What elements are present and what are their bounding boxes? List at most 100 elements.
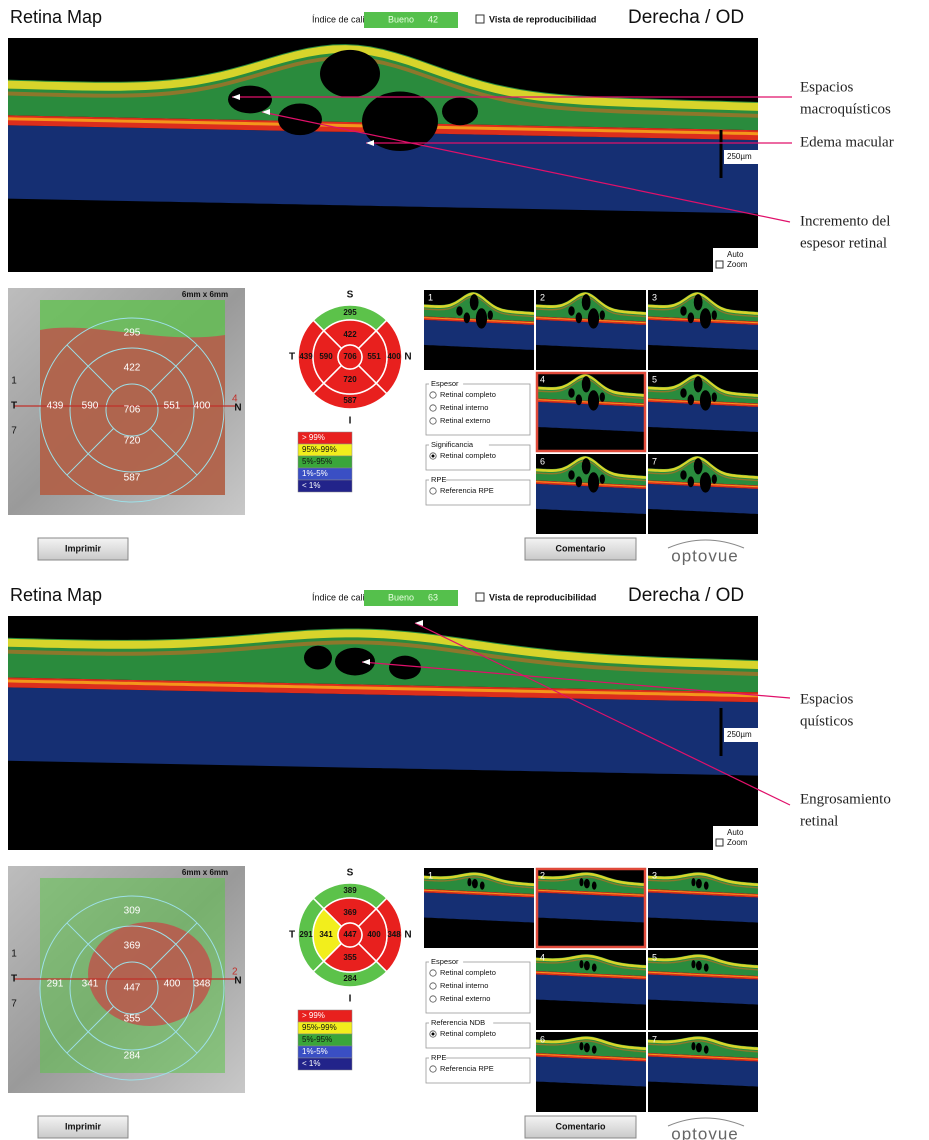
oct-thumbnail[interactable]: 4: [536, 372, 646, 452]
radio-button[interactable]: [430, 418, 436, 424]
fundus-thickness: 348: [194, 979, 211, 990]
annotation-text: quísticos: [800, 713, 853, 729]
button-label: Comentario: [555, 1121, 606, 1131]
radio-button[interactable]: [430, 1066, 436, 1072]
fundus-thickness: 295: [124, 328, 141, 339]
oct-thumbnail[interactable]: 3: [648, 868, 758, 948]
oct-choroid: [648, 892, 758, 922]
oct-thumbnail[interactable]: 1: [424, 290, 534, 370]
annotation-text: espesor retinal: [800, 235, 887, 251]
auto-zoom-label: Zoom: [727, 838, 748, 847]
thumbnail-number: 5: [652, 952, 657, 962]
oct-choroid: [648, 1056, 758, 1086]
radio-button[interactable]: [430, 392, 436, 398]
reproducibility-checkbox[interactable]: [476, 593, 484, 601]
oct-cyst: [680, 470, 686, 479]
fundus-thickness: 355: [124, 1014, 141, 1025]
oct-thumbnail[interactable]: 6: [536, 454, 646, 534]
thumbnail-number: 4: [540, 952, 545, 962]
oct-thumbnail[interactable]: 2: [536, 290, 646, 370]
oct-cyst: [582, 294, 591, 310]
oct-thumbnail[interactable]: 4: [536, 950, 646, 1030]
legend-label: > 99%: [302, 1011, 325, 1020]
oct-thumbnail[interactable]: 5: [648, 372, 758, 452]
radio-button[interactable]: [430, 488, 436, 494]
oct-cyst: [464, 312, 470, 323]
thumbnail-number: 7: [652, 1034, 657, 1044]
oct-cyst: [576, 394, 582, 405]
oct-cyst: [691, 878, 695, 886]
scale-label: 250µm: [727, 730, 752, 739]
radio-button[interactable]: [430, 970, 436, 976]
fundus-thickness: 587: [124, 473, 141, 484]
oct-cyst: [228, 86, 272, 114]
oct-cyst: [704, 1046, 709, 1054]
fundus-overlay-red: [88, 922, 212, 1026]
radio-label: Retinal completo: [440, 968, 496, 977]
sector-thickness: 355: [343, 953, 357, 962]
oct-cyst: [579, 1042, 583, 1050]
screen: Retina MapÍndice de calidadBueno42Vista …: [0, 0, 929, 1140]
oct-cyst: [592, 964, 597, 972]
auto-zoom-label: Zoom: [727, 260, 748, 269]
sector-thickness: 590: [319, 352, 333, 361]
oct-thumbnail[interactable]: 1: [424, 868, 534, 948]
fundus-thickness: 309: [124, 906, 141, 917]
radio-label: Referencia RPE: [440, 486, 494, 495]
radio-label: Retinal completo: [440, 451, 496, 460]
fundus-side-label: T: [11, 401, 17, 412]
oct-cyst: [584, 1043, 590, 1052]
scale-label: 250µm: [727, 152, 752, 161]
oct-cyst: [584, 879, 590, 888]
oct-cyst: [588, 472, 599, 492]
fundus-thickness: 551: [164, 401, 181, 412]
legend-label: < 1%: [302, 481, 320, 490]
fundus-thickness: 439: [47, 401, 64, 412]
oct-cyst: [588, 390, 599, 410]
legend-label: > 99%: [302, 433, 325, 442]
oct-choroid: [8, 687, 758, 775]
oct-choroid: [648, 974, 758, 1004]
radio-label: Retinal externo: [440, 994, 490, 1003]
oct-thumbnail[interactable]: 3: [648, 290, 758, 370]
radio-label: Retinal interno: [440, 403, 488, 412]
sector-thickness: 348: [387, 930, 401, 939]
oct-cyst: [700, 308, 711, 328]
oct-cyst: [712, 474, 717, 483]
oct-thumbnail[interactable]: 5: [648, 950, 758, 1030]
auto-zoom-label: Auto: [727, 828, 744, 837]
thumbnail-number: 1: [428, 292, 433, 302]
oct-cyst: [568, 470, 574, 479]
panel-title: Retina Map: [10, 585, 102, 605]
sector-thickness: 400: [367, 930, 381, 939]
quality-text: Bueno: [388, 592, 414, 602]
auto-zoom-checkbox[interactable]: [716, 839, 723, 846]
reproducibility-checkbox[interactable]: [476, 15, 484, 23]
oct-cyst: [584, 961, 590, 970]
fundus-thickness: 341: [82, 979, 99, 990]
thumbnail-number: 1: [428, 870, 433, 880]
eye-label: Derecha / OD: [628, 585, 744, 606]
oct-cyst: [320, 50, 380, 98]
sector-thickness: 587: [343, 396, 357, 405]
oct-thumbnail[interactable]: 6: [536, 1032, 646, 1112]
radio-dot: [432, 1033, 435, 1036]
oct-cyst: [389, 656, 421, 680]
oct-thumbnail[interactable]: 7: [648, 1032, 758, 1112]
sector-label: I: [349, 994, 352, 1005]
radio-button[interactable]: [430, 996, 436, 1002]
thumbnail-number: 4: [540, 374, 545, 384]
radio-button[interactable]: [430, 405, 436, 411]
oct-cyst: [694, 458, 703, 474]
fundus-side-label: T: [11, 974, 17, 985]
radio-label: Retinal interno: [440, 981, 488, 990]
sector-thickness: 400: [387, 352, 401, 361]
oct-cyst: [576, 312, 582, 323]
auto-zoom-checkbox[interactable]: [716, 261, 723, 268]
oct-thumbnail[interactable]: 7: [648, 454, 758, 534]
oct-thumbnail[interactable]: 2: [536, 868, 646, 948]
oct-choroid: [536, 892, 646, 922]
fundus-side-label: 1: [11, 376, 17, 387]
radio-button[interactable]: [430, 983, 436, 989]
fundus-nasal-label: N: [234, 403, 241, 414]
